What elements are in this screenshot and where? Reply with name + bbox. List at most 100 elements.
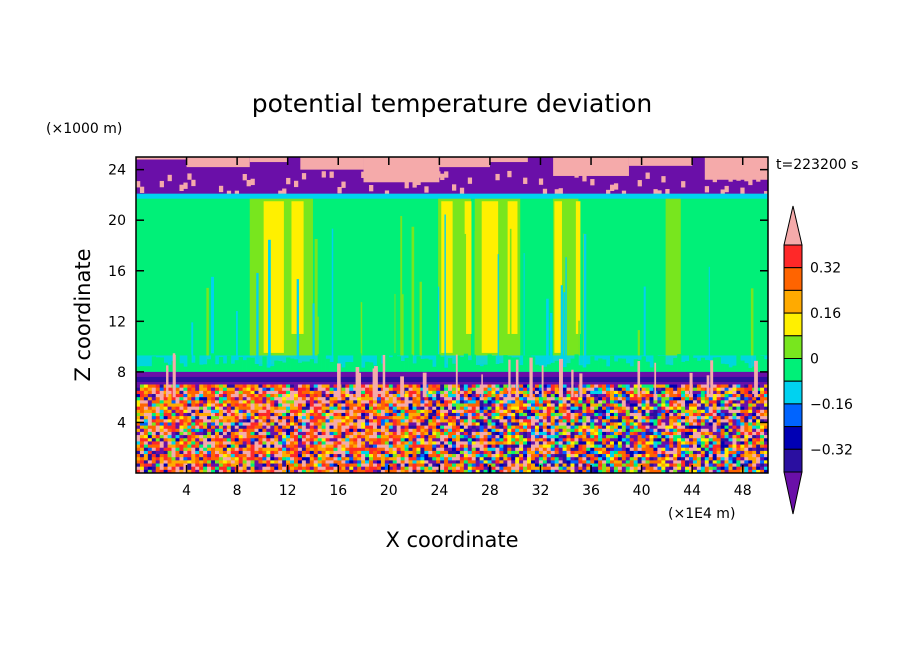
low-cell <box>345 441 350 445</box>
low-cell <box>444 394 449 398</box>
low-cell <box>195 463 200 467</box>
low-cell <box>499 457 504 461</box>
low-cell <box>590 469 595 473</box>
low-cell <box>519 447 524 452</box>
low-cell <box>136 447 141 452</box>
low-cell <box>495 394 500 398</box>
low-cell <box>254 438 259 442</box>
low-cell <box>649 397 654 401</box>
low-cell <box>677 444 682 449</box>
low-cell <box>653 406 658 411</box>
low-cell <box>262 416 267 420</box>
low-cell <box>444 457 449 461</box>
low-cell <box>412 400 417 404</box>
low-cell <box>653 431 658 436</box>
low-cell <box>301 469 307 473</box>
low-cell <box>266 403 271 407</box>
low-cell <box>373 444 378 449</box>
low-cell <box>677 441 682 445</box>
low-cell <box>606 409 611 414</box>
low-cell <box>155 422 160 426</box>
fringe-col <box>218 356 224 372</box>
low-cell <box>728 435 733 439</box>
low-cell <box>218 441 224 445</box>
low-cell <box>274 425 279 430</box>
low-cell <box>416 438 421 442</box>
low-cell <box>681 444 686 449</box>
low-cell <box>696 416 702 420</box>
low-cell <box>420 444 425 449</box>
low-cell <box>637 444 642 449</box>
low-cell <box>179 438 184 442</box>
low-cell <box>602 406 607 411</box>
fringe-col <box>452 363 457 372</box>
low-cell <box>286 425 291 430</box>
low-cell <box>744 460 749 464</box>
low-cell <box>353 466 358 471</box>
low-cell <box>337 450 342 455</box>
low-cell <box>760 431 765 436</box>
low-cell <box>258 384 263 388</box>
low-cell <box>752 469 757 473</box>
low-cell <box>199 447 204 452</box>
low-cell <box>716 390 721 395</box>
low-cell <box>242 435 247 439</box>
low-cell <box>610 466 615 471</box>
low-cell <box>475 416 480 420</box>
low-cell <box>629 400 634 404</box>
low-cell <box>365 425 370 430</box>
low-cell <box>163 438 168 442</box>
low-cell <box>136 435 141 439</box>
low-cell <box>163 403 168 407</box>
low-cell <box>534 466 540 471</box>
low-cell <box>570 441 575 445</box>
low-cell <box>313 463 318 467</box>
fringe-col <box>696 360 702 372</box>
low-cell <box>562 416 567 420</box>
low-cell <box>270 447 275 452</box>
low-cell <box>400 441 405 445</box>
low-cell <box>657 454 662 458</box>
low-cell <box>222 463 228 467</box>
low-cell <box>448 394 453 398</box>
low-cell <box>586 412 591 417</box>
low-cell <box>515 422 520 426</box>
low-cell <box>724 416 729 420</box>
low-cell <box>436 409 441 414</box>
low-cell <box>499 447 504 452</box>
low-cell <box>187 397 192 401</box>
low-cell <box>254 419 259 423</box>
low-cell <box>187 425 192 430</box>
low-cell <box>270 400 275 404</box>
low-cell <box>278 419 283 423</box>
low-cell <box>400 435 405 439</box>
top-speck <box>179 184 184 192</box>
low-cell <box>515 403 520 407</box>
low-cell <box>653 466 658 471</box>
low-cell <box>195 431 200 436</box>
low-cell <box>523 425 528 430</box>
low-cell <box>195 438 200 442</box>
low-cell <box>321 454 326 458</box>
low-cell <box>337 419 342 423</box>
low-cell <box>712 431 717 436</box>
low-cell <box>669 431 674 436</box>
low-cell <box>384 419 390 423</box>
low-cell <box>463 435 469 439</box>
low-cell <box>305 441 311 445</box>
low-cell <box>183 428 188 433</box>
low-cell <box>175 419 180 423</box>
low-cell <box>736 444 741 449</box>
low-cell <box>653 416 658 420</box>
low-cell <box>594 409 599 414</box>
low-cell <box>689 419 694 423</box>
low-cell <box>519 454 524 458</box>
low-cell <box>598 403 603 407</box>
low-cell <box>349 435 354 439</box>
low-cell <box>408 469 413 473</box>
low-cell <box>752 397 757 401</box>
low-cell <box>139 438 145 442</box>
low-cell <box>523 450 528 455</box>
low-cell <box>187 466 192 471</box>
low-cell <box>290 466 295 471</box>
